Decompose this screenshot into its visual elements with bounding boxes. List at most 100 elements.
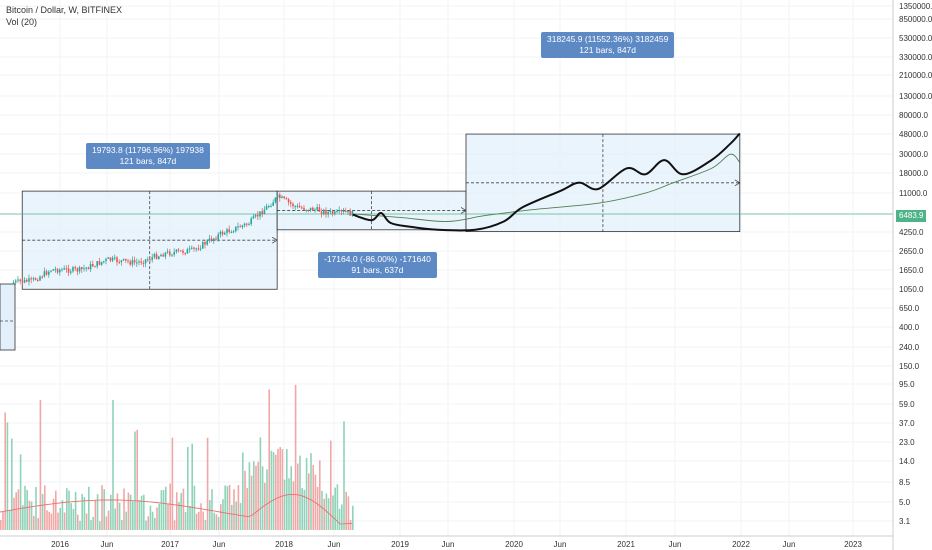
- candle-body: [39, 276, 41, 281]
- volume-bar: [90, 520, 92, 530]
- volume-bar: [349, 519, 352, 530]
- volume-bar: [279, 447, 281, 530]
- volume-bar: [154, 517, 156, 530]
- candle-body: [127, 260, 129, 262]
- volume-bar: [165, 486, 167, 530]
- candle-body: [107, 257, 109, 259]
- candle-body: [305, 209, 307, 211]
- volume-bar: [160, 490, 163, 530]
- volume-bar: [11, 438, 13, 530]
- candle-body: [237, 226, 239, 228]
- candle-body: [78, 267, 81, 272]
- volume-bar: [213, 512, 215, 530]
- candle-body: [230, 231, 233, 233]
- candle-body: [98, 261, 101, 265]
- candle-body: [109, 257, 112, 261]
- volume-indicator-label[interactable]: Vol (20): [6, 17, 38, 27]
- price-tick-label: 23.0: [899, 438, 915, 447]
- volume-bar: [257, 461, 259, 530]
- candle-body: [289, 202, 292, 204]
- volume-bar: [57, 512, 59, 530]
- measure-box-partial: [0, 283, 16, 351]
- volume-bar: [259, 437, 262, 530]
- candle-body: [243, 223, 246, 226]
- volume-bar: [6, 422, 9, 530]
- price-tick-label: 59.0: [899, 400, 915, 409]
- volume-bar: [253, 461, 255, 530]
- candle-body: [248, 224, 250, 226]
- price-tick-label: 3.1: [899, 517, 911, 526]
- candle-body: [96, 261, 98, 267]
- volume-bar: [310, 453, 312, 530]
- candle-body: [175, 249, 178, 252]
- candle-body: [223, 232, 226, 235]
- candle-body: [195, 248, 197, 250]
- candle-body: [300, 207, 303, 209]
- volume-bar: [74, 491, 77, 530]
- candle-body: [138, 261, 140, 263]
- candle-body: [160, 254, 162, 257]
- price-tick-label: 30000.0: [899, 150, 928, 159]
- time-axis: 2016 Jun 2017 Jun 2018 Jun 2019 Jun 2020 Jun 2021 J…: [0, 535, 893, 549]
- time-tick-label: 2016: [51, 540, 69, 549]
- price-tick-label: 80000.0: [899, 111, 928, 120]
- volume-bar: [96, 494, 99, 530]
- candle-body: [149, 259, 151, 261]
- candle-body: [285, 198, 288, 200]
- time-tick-label: 2021: [617, 540, 635, 549]
- volume-bar: [44, 485, 46, 530]
- volume-bar: [239, 503, 242, 530]
- measure-label-projection[interactable]: 318245.9 (11552.36%) 3182459 121 bars, 8…: [541, 32, 675, 58]
- price-tick-label: 650.0: [899, 304, 920, 313]
- candle-body: [140, 261, 142, 263]
- volume-bar: [2, 511, 4, 530]
- candle-body: [259, 211, 261, 217]
- price-tick-label: 95.0: [899, 380, 915, 389]
- candle-body: [314, 209, 316, 211]
- candle-body: [201, 242, 204, 249]
- volume-bar: [8, 510, 11, 530]
- candle-body: [83, 268, 85, 270]
- candle-body: [100, 261, 103, 265]
- volume-bar: [189, 505, 191, 530]
- time-tick-label: 2018: [275, 540, 293, 549]
- candle-body: [32, 278, 35, 280]
- measure-label-rally[interactable]: 19793.8 (11796.96%) 197938 121 bars, 847…: [86, 143, 210, 169]
- volume-bar: [81, 493, 83, 530]
- candle-body: [228, 229, 230, 233]
- current-price-tag: 6483.9: [896, 210, 927, 222]
- candle-body: [344, 210, 347, 213]
- candle-body: [63, 268, 65, 270]
- volume-bar: [147, 516, 149, 530]
- price-tick-label: 5.0: [899, 498, 911, 507]
- candle-body: [25, 279, 28, 282]
- candle-body: [292, 203, 294, 207]
- candle-body: [294, 206, 296, 208]
- volume-bar: [28, 500, 31, 530]
- volume-bar: [224, 485, 226, 530]
- volume-bar: [182, 488, 185, 530]
- price-tick-label: 1050.0: [899, 285, 924, 294]
- measure-arrow: [734, 179, 741, 187]
- volume-bar: [321, 490, 323, 530]
- volume-bars: [0, 384, 354, 530]
- volume-bar: [55, 490, 57, 530]
- volume-bar: [59, 508, 61, 530]
- volume-bar: [19, 454, 22, 530]
- volume-bar: [85, 513, 88, 530]
- candle-body: [94, 266, 96, 268]
- volume-bar: [94, 500, 97, 530]
- candle-body: [113, 257, 116, 259]
- measure-label-decline[interactable]: -17164.0 (-86.00%) -171640 91 bars, 637d: [318, 252, 437, 278]
- candle-body: [133, 260, 136, 263]
- price-tick-label: 1650.0: [899, 266, 924, 275]
- projection-line: [352, 132, 741, 232]
- volume-bar: [195, 513, 198, 530]
- candle-body: [102, 261, 105, 263]
- volume-bar: [112, 399, 114, 530]
- symbol-title[interactable]: Bitcoin / Dollar, W, BITFINEX: [6, 5, 123, 15]
- candle-body: [173, 251, 175, 255]
- candle-body: [338, 210, 340, 212]
